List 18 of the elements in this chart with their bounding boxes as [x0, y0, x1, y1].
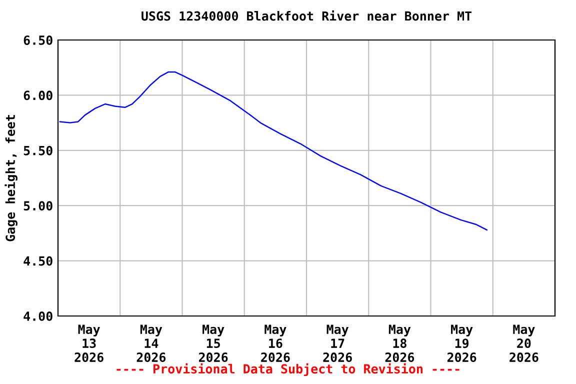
chart-title: USGS 12340000 Blackfoot River near Bonner MT: [142, 10, 472, 21]
line-series: [59, 71, 488, 231]
y-tick-label: 5.00: [24, 201, 52, 211]
text: ---- Provisional Data Subject to Revision ----: [116, 363, 460, 376]
x-tick-label: May 16 2026: [261, 324, 290, 362]
y-tick-label: 4.50: [24, 256, 52, 266]
y-tick-label: 6.00: [24, 90, 52, 100]
x-tick-label: May 18 2026: [385, 324, 414, 362]
x-tick-label: May 20 2026: [510, 324, 538, 362]
x-tick-label: May 19 2026: [447, 324, 476, 362]
y-tick-label: 6.50: [24, 35, 52, 45]
x-tick-label: May 17 2026: [323, 324, 352, 362]
y-tick-label: 5.50: [24, 146, 52, 156]
x-tick-label: May 14 2026: [136, 324, 166, 362]
y-tick-label: 4.00: [24, 311, 52, 321]
x-tick-label: May 15 2026: [198, 324, 228, 362]
y-axis-title: Gage height, feet: [4, 115, 18, 242]
x-tick-label: May 13 2026: [74, 324, 104, 362]
